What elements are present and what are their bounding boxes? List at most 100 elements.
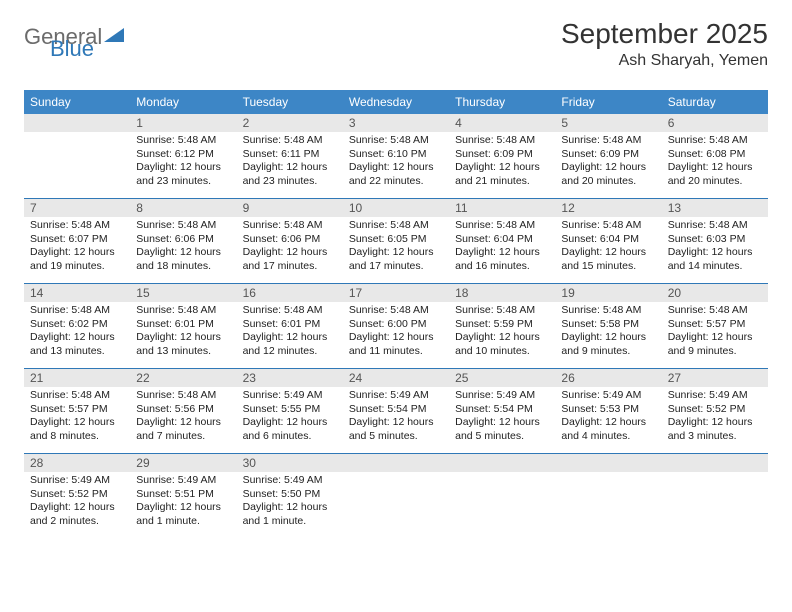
sunrise-text: Sunrise: 5:48 AM	[30, 389, 124, 403]
day-header: Wednesday	[343, 90, 449, 114]
day-cell: 29Sunrise: 5:49 AMSunset: 5:51 PMDayligh…	[130, 454, 236, 538]
day-number: 27	[662, 369, 768, 387]
sunset-text: Sunset: 6:07 PM	[30, 233, 124, 247]
day-header: Monday	[130, 90, 236, 114]
day-details: Sunrise: 5:49 AMSunset: 5:54 PMDaylight:…	[343, 389, 449, 448]
sunset-text: Sunset: 6:12 PM	[136, 148, 230, 162]
daylight-text: Daylight: 12 hours and 5 minutes.	[349, 416, 443, 443]
day-details: Sunrise: 5:48 AMSunset: 6:01 PMDaylight:…	[130, 304, 236, 363]
daylight-text: Daylight: 12 hours and 12 minutes.	[243, 331, 337, 358]
day-number: 25	[449, 369, 555, 387]
daylight-text: Daylight: 12 hours and 5 minutes.	[455, 416, 549, 443]
week-row: 14Sunrise: 5:48 AMSunset: 6:02 PMDayligh…	[24, 284, 768, 369]
daylight-text: Daylight: 12 hours and 21 minutes.	[455, 161, 549, 188]
daylight-text: Daylight: 12 hours and 18 minutes.	[136, 246, 230, 273]
daylight-text: Daylight: 12 hours and 16 minutes.	[455, 246, 549, 273]
sunrise-text: Sunrise: 5:49 AM	[668, 389, 762, 403]
day-cell: 27 Sunrise: 5:49 AMSunset: 5:52 PMDayligh…	[662, 369, 768, 453]
day-details: Sunrise: 5:49 AMSunset: 5:52 PMDaylight:…	[662, 389, 768, 448]
sunrise-text: Sunrise: 5:48 AM	[455, 219, 549, 233]
day-cell: 19 Sunrise: 5:48 AMSunset: 5:58 PMDayligh…	[555, 284, 661, 368]
sunrise-text: Sunrise: 5:48 AM	[136, 134, 230, 148]
day-number	[662, 454, 768, 472]
day-number: 15	[130, 284, 236, 302]
day-number: 5	[555, 114, 661, 132]
daylight-text: Daylight: 12 hours and 23 minutes.	[243, 161, 337, 188]
day-cell: 14Sunrise: 5:48 AMSunset: 6:02 PMDayligh…	[24, 284, 130, 368]
day-cell: 4 Sunrise: 5:48 AMSunset: 6:09 PMDaylight…	[449, 114, 555, 198]
daylight-text: Daylight: 12 hours and 2 minutes.	[30, 501, 124, 528]
day-details: Sunrise: 5:48 AMSunset: 5:58 PMDaylight:…	[555, 304, 661, 363]
day-number: 19	[555, 284, 661, 302]
sunset-text: Sunset: 6:09 PM	[455, 148, 549, 162]
sunrise-text: Sunrise: 5:48 AM	[136, 389, 230, 403]
sunset-text: Sunset: 6:02 PM	[30, 318, 124, 332]
daylight-text: Daylight: 12 hours and 4 minutes.	[561, 416, 655, 443]
sunset-text: Sunset: 6:01 PM	[243, 318, 337, 332]
sunset-text: Sunset: 6:04 PM	[561, 233, 655, 247]
day-number	[555, 454, 661, 472]
sunrise-text: Sunrise: 5:48 AM	[561, 219, 655, 233]
day-details: Sunrise: 5:48 AMSunset: 6:05 PMDaylight:…	[343, 219, 449, 278]
sunset-text: Sunset: 6:10 PM	[349, 148, 443, 162]
day-number: 4	[449, 114, 555, 132]
day-header: Saturday	[662, 90, 768, 114]
day-cell: 7Sunrise: 5:48 AMSunset: 6:07 PMDaylight…	[24, 199, 130, 283]
day-number: 24	[343, 369, 449, 387]
day-cell	[555, 454, 661, 538]
day-cell: 8Sunrise: 5:48 AMSunset: 6:06 PMDaylight…	[130, 199, 236, 283]
sunset-text: Sunset: 6:11 PM	[243, 148, 337, 162]
day-details: Sunrise: 5:48 AMSunset: 6:10 PMDaylight:…	[343, 134, 449, 193]
sunset-text: Sunset: 5:52 PM	[668, 403, 762, 417]
sunset-text: Sunset: 5:50 PM	[243, 488, 337, 502]
day-cell: 11Sunrise: 5:48 AMSunset: 6:04 PMDayligh…	[449, 199, 555, 283]
day-cell	[662, 454, 768, 538]
sunset-text: Sunset: 5:55 PM	[243, 403, 337, 417]
day-details: Sunrise: 5:48 AMSunset: 5:56 PMDaylight:…	[130, 389, 236, 448]
day-cell: 12Sunrise: 5:48 AMSunset: 6:04 PMDayligh…	[555, 199, 661, 283]
week-row: 21 Sunrise: 5:48 AMSunset: 5:57 PMDayligh…	[24, 369, 768, 454]
sunrise-text: Sunrise: 5:48 AM	[349, 134, 443, 148]
sunrise-text: Sunrise: 5:48 AM	[243, 304, 337, 318]
sunset-text: Sunset: 5:54 PM	[349, 403, 443, 417]
day-cell: 21 Sunrise: 5:48 AMSunset: 5:57 PMDayligh…	[24, 369, 130, 453]
day-number: 21	[24, 369, 130, 387]
day-details: Sunrise: 5:49 AMSunset: 5:53 PMDaylight:…	[555, 389, 661, 448]
sunset-text: Sunset: 6:03 PM	[668, 233, 762, 247]
sunset-text: Sunset: 6:00 PM	[349, 318, 443, 332]
sunset-text: Sunset: 5:58 PM	[561, 318, 655, 332]
day-cell: 23Sunrise: 5:49 AMSunset: 5:55 PMDayligh…	[237, 369, 343, 453]
logo-triangle-icon	[104, 26, 124, 49]
day-cell: 20Sunrise: 5:48 AMSunset: 5:57 PMDayligh…	[662, 284, 768, 368]
daylight-text: Daylight: 12 hours and 23 minutes.	[136, 161, 230, 188]
day-number	[449, 454, 555, 472]
sunset-text: Sunset: 5:59 PM	[455, 318, 549, 332]
day-details: Sunrise: 5:48 AMSunset: 6:09 PMDaylight:…	[449, 134, 555, 193]
day-details: Sunrise: 5:48 AMSunset: 5:57 PMDaylight:…	[662, 304, 768, 363]
weeks-container: 1Sunrise: 5:48 AMSunset: 6:12 PMDaylight…	[24, 114, 768, 538]
sunset-text: Sunset: 5:51 PM	[136, 488, 230, 502]
day-cell	[24, 114, 130, 198]
sunrise-text: Sunrise: 5:49 AM	[243, 474, 337, 488]
daylight-text: Daylight: 12 hours and 15 minutes.	[561, 246, 655, 273]
day-details: Sunrise: 5:48 AMSunset: 6:09 PMDaylight:…	[555, 134, 661, 193]
day-details: Sunrise: 5:49 AMSunset: 5:51 PMDaylight:…	[130, 474, 236, 533]
day-number: 23	[237, 369, 343, 387]
day-number: 26	[555, 369, 661, 387]
sunset-text: Sunset: 6:09 PM	[561, 148, 655, 162]
day-details: Sunrise: 5:48 AMSunset: 6:00 PMDaylight:…	[343, 304, 449, 363]
sunset-text: Sunset: 6:08 PM	[668, 148, 762, 162]
day-cell: 16Sunrise: 5:48 AMSunset: 6:01 PMDayligh…	[237, 284, 343, 368]
day-details: Sunrise: 5:48 AMSunset: 5:57 PMDaylight:…	[24, 389, 130, 448]
day-details: Sunrise: 5:49 AMSunset: 5:52 PMDaylight:…	[24, 474, 130, 533]
daylight-text: Daylight: 12 hours and 6 minutes.	[243, 416, 337, 443]
day-header-row: SundayMondayTuesdayWednesdayThursdayFrid…	[24, 90, 768, 114]
day-details: Sunrise: 5:48 AMSunset: 5:59 PMDaylight:…	[449, 304, 555, 363]
day-cell: 30Sunrise: 5:49 AMSunset: 5:50 PMDayligh…	[237, 454, 343, 538]
day-details: Sunrise: 5:48 AMSunset: 6:02 PMDaylight:…	[24, 304, 130, 363]
day-cell: 1 Sunrise: 5:48 AMSunset: 6:12 PMDaylight…	[130, 114, 236, 198]
day-number: 1	[130, 114, 236, 132]
day-cell: 25 Sunrise: 5:49 AMSunset: 5:54 PMDayligh…	[449, 369, 555, 453]
day-details: Sunrise: 5:49 AMSunset: 5:54 PMDaylight:…	[449, 389, 555, 448]
sunrise-text: Sunrise: 5:48 AM	[243, 219, 337, 233]
